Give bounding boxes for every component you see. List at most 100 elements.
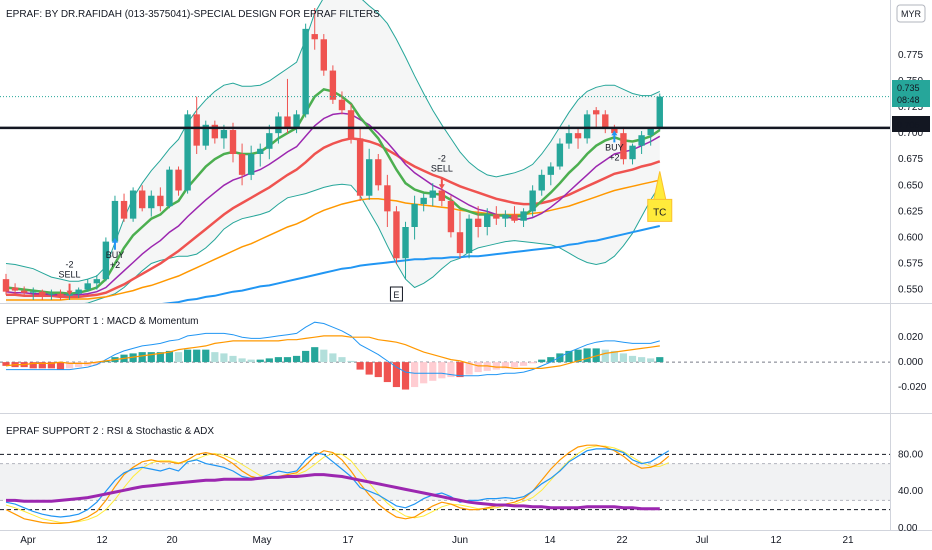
candle-body [320,39,327,71]
candle-body [39,291,46,295]
candle-body [402,227,409,259]
price-tick-label: 0.725 [898,102,923,113]
chart-title: EPRAF: BY DR.RAFIDAH (013-3575041)-SPECI… [6,9,380,20]
price-tick-label: 0.575 [898,259,923,270]
macd-histogram-bar [347,360,355,363]
candle-body [620,133,627,160]
candle-body [238,154,246,175]
candle [420,193,427,212]
earnings-marker [389,286,403,302]
candle [474,206,482,238]
macd-histogram-bar [628,355,637,363]
candle [11,283,19,295]
rsi-line [5,448,670,518]
price-tick-label: 0.775 [898,50,923,61]
candle-body [347,110,355,139]
signal-label: SELL [59,270,81,280]
candle-body [393,211,400,259]
macd-histogram-bar [619,353,628,363]
candle [48,289,55,300]
candle-body [638,135,645,146]
candle-body [57,293,64,296]
candle [39,289,46,300]
tc-label: TC [653,207,666,218]
macd-tick-label: 0.000 [898,357,923,368]
macd-histogram-bar [29,362,37,369]
candle [30,287,37,300]
signal-arrow-down [438,177,445,190]
x-tick-label: Apr [20,535,36,546]
macd-histogram-bar [75,362,83,368]
candle-body [656,96,663,128]
candle-body [220,130,228,139]
candle-body [193,114,200,146]
macd-histogram-bar [247,359,255,363]
candle-body [93,279,100,284]
macd-histogram-bar [538,359,546,363]
rsi-tick-label: 40.00 [898,486,923,497]
currency-badge[interactable]: MYR [896,4,926,23]
candle [311,8,318,50]
candle-body [75,289,82,294]
macd-histogram-bar [429,362,437,381]
macd-histogram-bar [356,362,364,370]
x-tick-label: 12 [770,535,782,546]
candle [129,187,137,222]
tc-callout [647,171,673,222]
candle-body [148,195,155,209]
adx-line [6,473,660,511]
signal-arrow-down [66,283,73,296]
candle-body [366,159,373,196]
candle [366,148,373,200]
macd-histogram-bar [320,349,328,363]
candle [356,127,364,201]
rsi-pane[interactable] [0,444,890,525]
macd-histogram-bar [583,348,591,363]
candle-body [456,232,464,254]
candle [465,214,473,259]
candle-body [129,190,137,219]
macd-histogram-bar [147,352,155,363]
macd-histogram-bar [510,362,519,368]
candle [2,273,10,295]
macd-histogram-bar [556,353,564,363]
candle-body [202,124,209,146]
macd-histogram-bar [565,350,573,363]
line-price-tag: 0.705 [892,116,930,132]
candle-body [293,114,300,128]
rsi-tick-label: 80.00 [898,449,923,460]
candle-body [629,145,636,160]
rsi-plot [0,444,890,525]
macd-plot [0,321,890,390]
candle [166,166,173,209]
x-tick-label: 20 [166,535,178,546]
macd-histogram-bar [547,357,555,363]
last-price-tag: 0.735 08:48 [892,80,930,107]
macd-histogram-bar [438,362,446,379]
macd-histogram-bar [447,362,455,378]
macd-histogram-bar [165,350,174,363]
candle [57,289,64,300]
candle-body [84,283,91,290]
x-tick-label: 12 [96,535,108,546]
candle [184,110,191,194]
line-price-value: 0.705 [897,120,920,130]
last-price-value: 0.735 [897,83,920,93]
macd-pane[interactable] [0,321,890,390]
bollinger-fill [6,0,660,303]
candle [447,195,455,238]
candle [647,127,654,146]
signal-label: +2 [609,152,619,162]
candle-body [48,293,55,295]
macd-histogram-bar [456,362,464,378]
macd-histogram-bar [374,362,382,378]
candle [484,208,491,236]
candle [593,107,600,128]
candle-body [111,200,119,242]
candle [229,122,237,163]
candle-body [2,279,10,292]
x-tick-label: May [253,535,272,546]
